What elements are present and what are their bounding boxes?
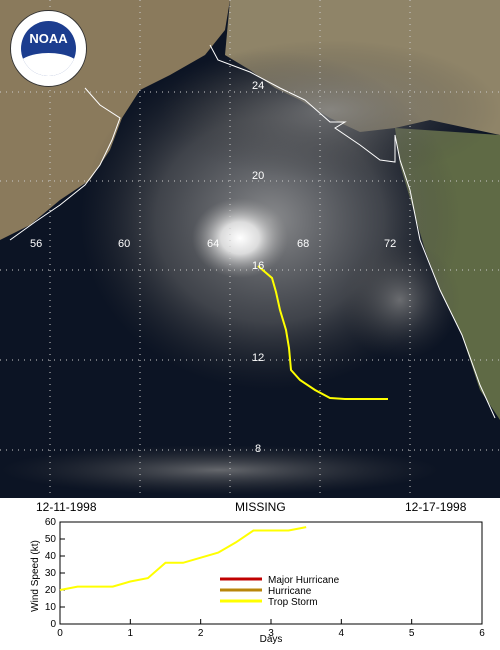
legend-label: Trop Storm <box>268 597 318 608</box>
lat-label-16: 16 <box>252 260 265 272</box>
y-tick-label: 20 <box>45 585 57 596</box>
legend-label: Major Hurricane <box>268 575 340 586</box>
lat-label-12: 12 <box>252 352 265 364</box>
y-tick-label: 10 <box>45 602 57 613</box>
cloud-band-north <box>160 40 500 180</box>
y-tick-label: 30 <box>45 568 57 579</box>
noaa-logo: NOAA <box>10 10 87 87</box>
coastline-oman <box>9 87 121 241</box>
lon-label-56: 56 <box>30 238 43 250</box>
storm-track <box>257 265 388 400</box>
end-date: 12-17-1998 <box>405 500 467 514</box>
noaa-logo-text: NOAA <box>29 31 68 46</box>
lon-label-60: 60 <box>118 238 131 250</box>
lon-label-64: 64 <box>207 238 220 250</box>
x-tick-label: 0 <box>57 628 63 639</box>
lat-label-20: 20 <box>252 170 265 182</box>
lat-label-24: 24 <box>252 80 265 92</box>
plot-frame <box>59 521 483 625</box>
y-tick-label: 40 <box>45 551 57 562</box>
legend-label: Hurricane <box>268 586 312 597</box>
x-axis-label: Days <box>260 634 283 645</box>
start-date: 12-11-1998 <box>36 500 97 514</box>
y-axis-label: Wind Speed (kt) <box>30 540 41 612</box>
x-tick-label: 2 <box>198 628 204 639</box>
lon-label-72: 72 <box>384 238 397 250</box>
lat-label-8: 8 <box>255 443 262 455</box>
x-tick-label: 5 <box>409 628 415 639</box>
cloud-band-south <box>0 445 440 495</box>
coastline-iran <box>209 44 496 419</box>
y-tick-label: 50 <box>45 534 57 545</box>
satellite-map <box>0 0 500 498</box>
lon-label-68: 68 <box>297 238 310 250</box>
x-tick-label: 4 <box>339 628 345 639</box>
y-tick-label: 0 <box>50 619 56 630</box>
storm-core <box>192 198 288 278</box>
x-tick-label: 1 <box>128 628 134 639</box>
storm-name: MISSING <box>235 500 286 514</box>
cloud-band-east <box>340 240 460 360</box>
wind-speed-line <box>59 526 307 591</box>
x-tick-label: 3 <box>268 628 274 639</box>
x-tick-label: 6 <box>479 628 485 639</box>
wind-speed-chart: 0 10 20 30 40 50 60 0 1 2 3 4 5 6 Wind Speed (kt) Da… <box>30 517 485 645</box>
y-tick-label: 60 <box>45 517 57 528</box>
